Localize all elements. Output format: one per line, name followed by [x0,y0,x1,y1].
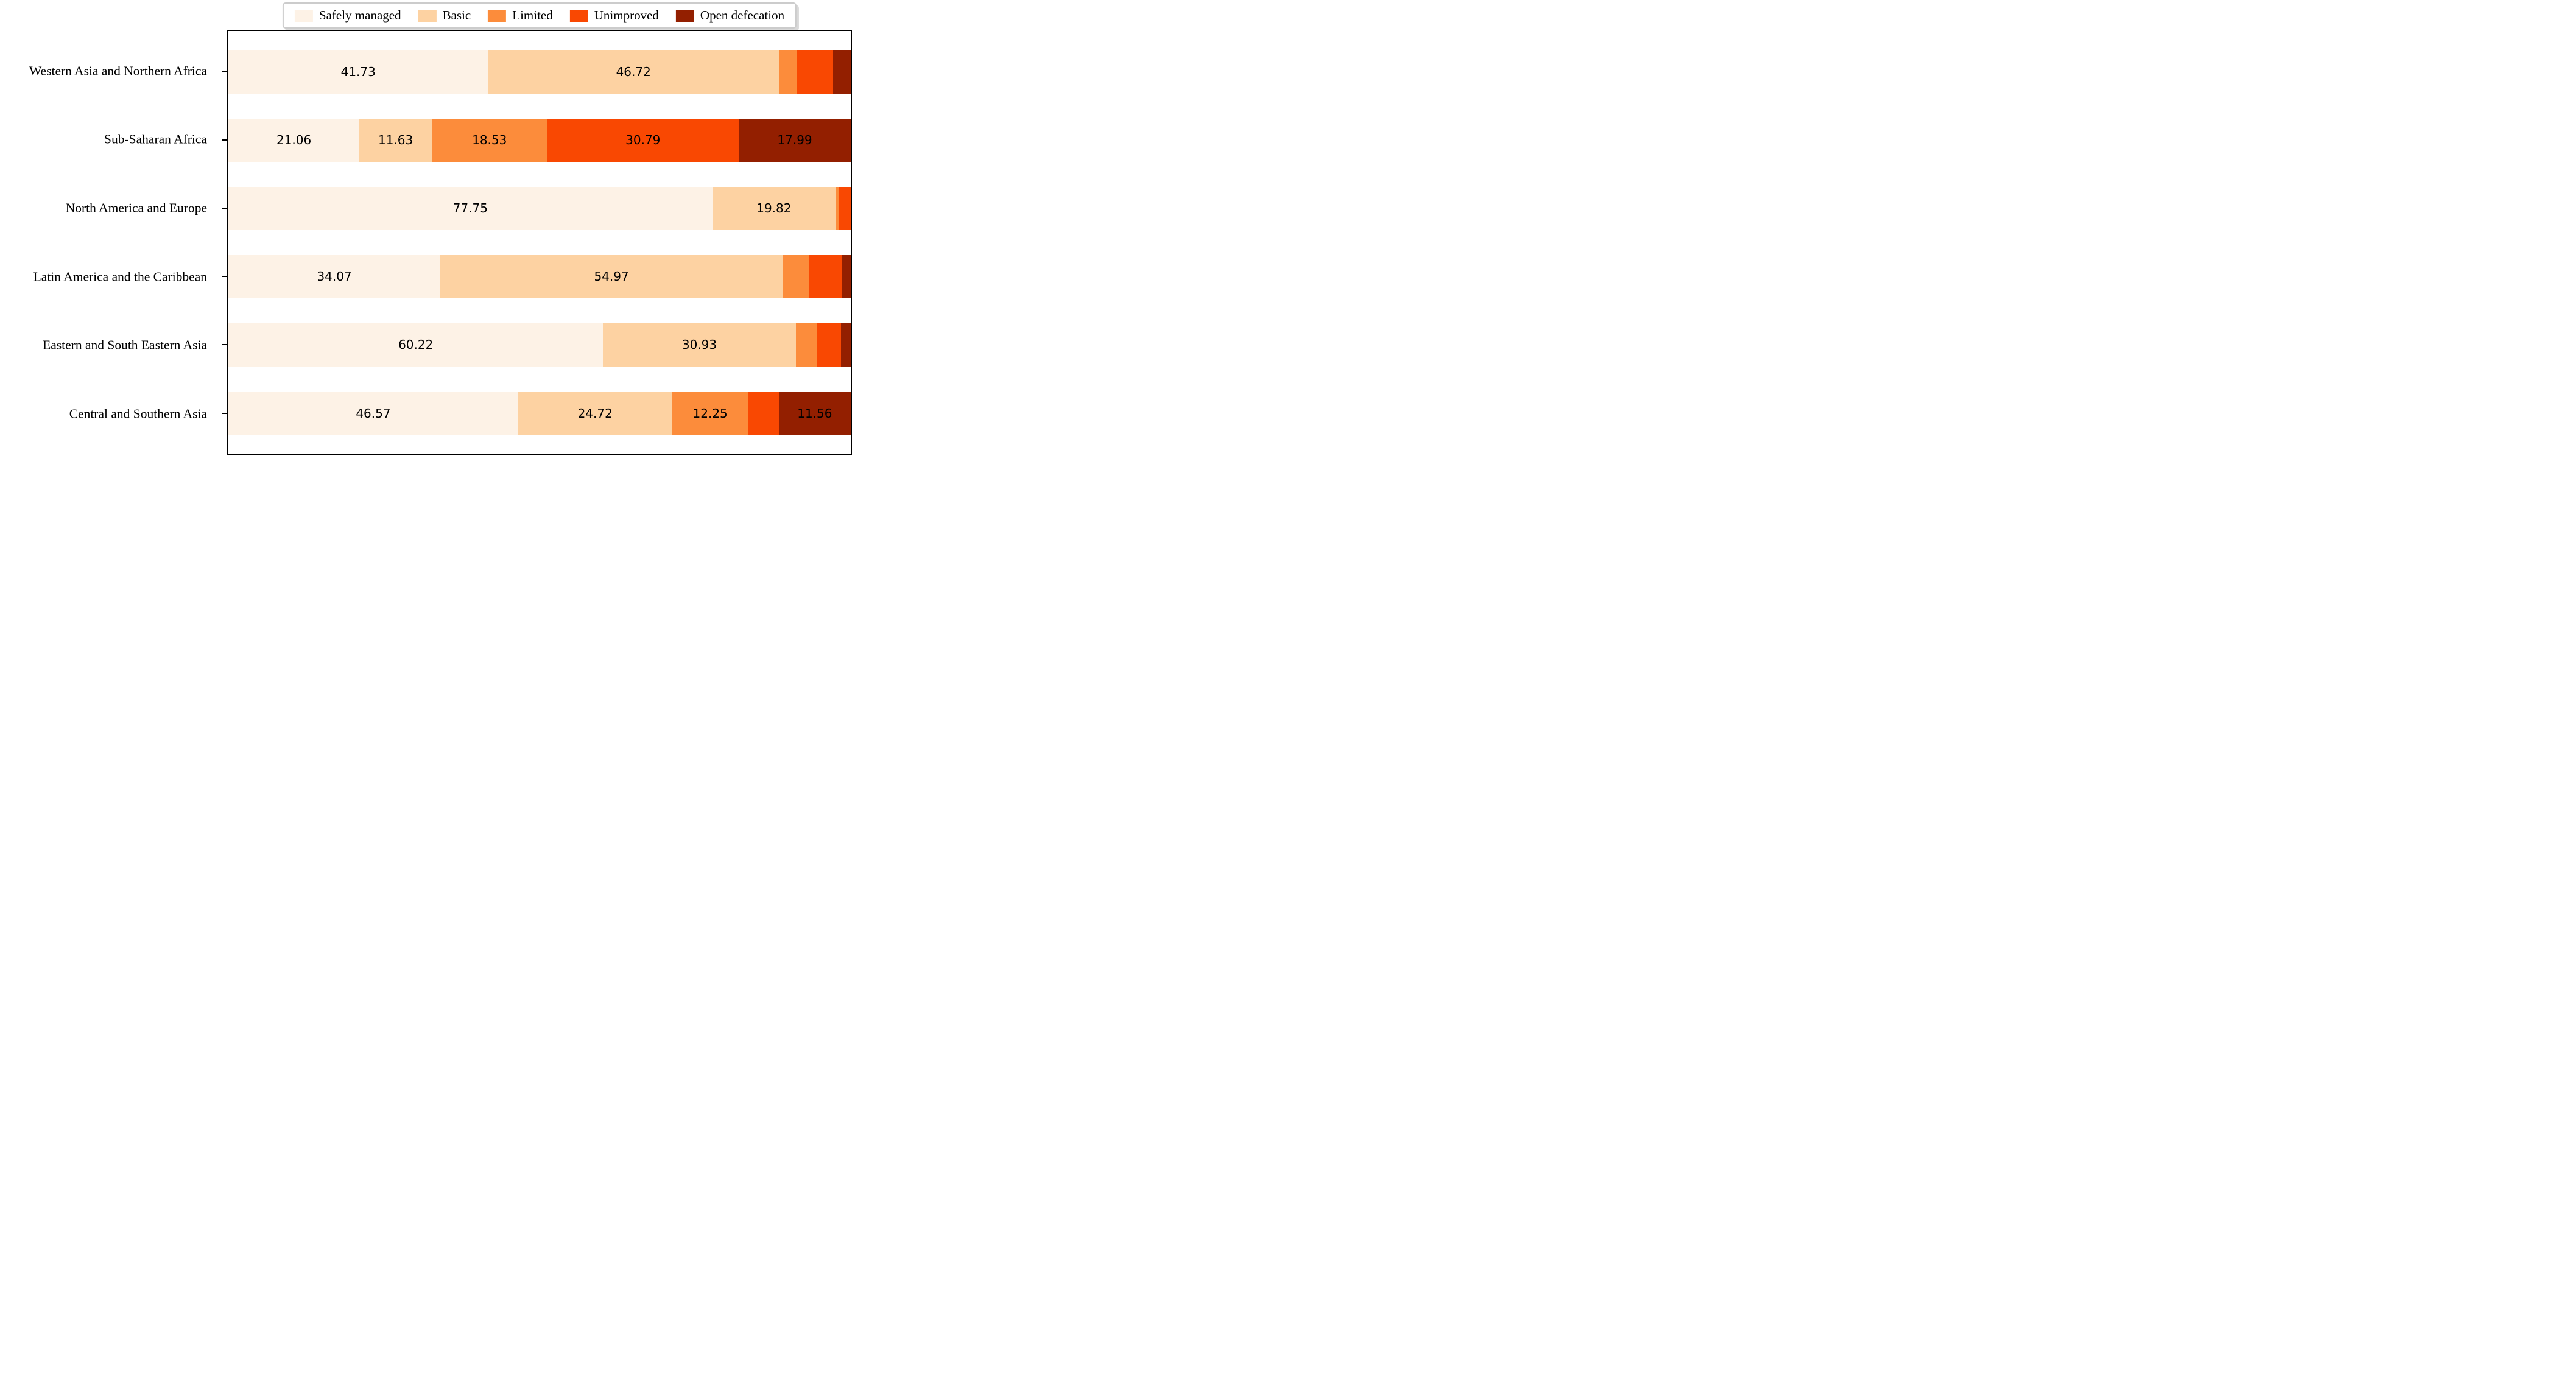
category-label: Latin America and the Caribbean [33,269,207,284]
bar-segment [748,391,779,435]
bar-value-label: 77.75 [452,201,488,216]
y-axis-tick [222,412,227,414]
bar-segment: 12.25 [672,391,748,435]
legend-swatch-icon [675,9,694,22]
y-axis-tick [222,344,227,346]
legend-swatch-icon [294,9,313,22]
bar-value-label: 60.22 [398,337,434,353]
bar-value-label: 54.97 [594,269,629,284]
bar-row: 21.06 11.63 18.53 30.79 17.99 [228,118,851,162]
bar-segment [797,50,834,94]
bar-segment: 11.56 [778,391,851,435]
y-axis-tick [222,71,227,73]
bar-segment: 77.75 [228,186,713,230]
legend-swatch-icon [418,9,437,22]
bar-segment [782,255,809,298]
bar-segment [842,255,851,298]
bar-value-label: 11.56 [797,406,832,421]
bar-segment [840,323,851,367]
bar-value-label: 34.07 [317,269,352,284]
bar-segment: 54.97 [440,255,783,298]
bar-segment [833,50,851,94]
y-axis-labels: Western Asia and Northern Africa Sub-Saha… [0,30,214,455]
bar-segment: 34.07 [228,255,441,298]
bar-segment: 17.99 [739,118,851,162]
bar-segment: 46.72 [488,50,779,94]
category-label: Western Asia and Northern Africa [29,63,207,79]
legend-item: Basic [418,8,471,23]
bar-value-label: 41.73 [340,65,376,80]
bar-segment [795,323,817,367]
bar-segment: 60.22 [228,323,604,367]
bar-value-label: 18.53 [472,133,507,148]
y-axis-tick [222,276,227,278]
legend-item-label: Basic [442,8,471,23]
legend-item: Unimproved [569,8,659,23]
bar-segment [817,323,841,367]
plot-area: 41.73 46.72 21.06 11.63 18.53 30.79 17.99 77.75… [222,30,852,455]
bar-segment [839,186,851,230]
bar-value-label: 12.25 [692,406,728,421]
figure: Safely managed Basic Limited Unimproved Open… [0,0,859,463]
category-label: North America and Europe [65,200,207,216]
bar-row: 77.75 19.82 [228,186,851,230]
bar-row: 46.57 24.72 12.25 11.56 [228,391,851,435]
bar-value-label: 46.57 [356,406,391,421]
legend-item: Open defecation [675,8,785,23]
bar-row: 34.07 54.97 [228,255,851,298]
bar-value-label: 30.93 [681,337,717,353]
bar-segment: 21.06 [228,118,360,162]
y-axis-tick [222,139,227,141]
bar-segment: 11.63 [359,118,432,162]
bar-row: 60.22 30.93 [228,323,851,367]
legend-item-label: Unimproved [594,8,659,23]
bar-value-label: 19.82 [756,201,792,216]
legend-swatch-icon [569,9,588,22]
bar-segment [809,255,842,298]
legend-item-label: Open defecation [700,8,785,23]
legend-item: Limited [488,8,553,23]
category-label: Central and Southern Asia [69,406,207,421]
bar-value-label: 11.63 [378,133,413,148]
legend-item-label: Limited [512,8,553,23]
legend-item-label: Safely managed [318,8,401,23]
bar-value-label: 17.99 [777,133,812,148]
legend-swatch-icon [488,9,507,22]
bar-segment: 30.79 [547,118,739,162]
bar-segment: 30.93 [603,323,796,367]
legend: Safely managed Basic Limited Unimproved Open… [282,2,797,29]
category-label: Sub-Saharan Africa [104,132,207,147]
bar-value-label: 21.06 [276,133,312,148]
bar-segment: 41.73 [228,50,488,94]
bar-segment: 24.72 [518,391,672,435]
legend-item: Safely managed [294,8,401,23]
y-axis-tick [222,208,227,209]
category-label: Eastern and South Eastern Asia [43,337,207,353]
bar-value-label: 24.72 [577,406,613,421]
bar-value-label: 46.72 [616,65,651,80]
bar-value-label: 30.79 [625,133,661,148]
bar-segment: 46.57 [228,391,518,435]
bar-segment: 18.53 [432,118,547,162]
bar-row: 41.73 46.72 [228,50,851,94]
bar-segment [836,186,840,230]
bar-segment [778,50,798,94]
bar-segment: 19.82 [712,186,836,230]
